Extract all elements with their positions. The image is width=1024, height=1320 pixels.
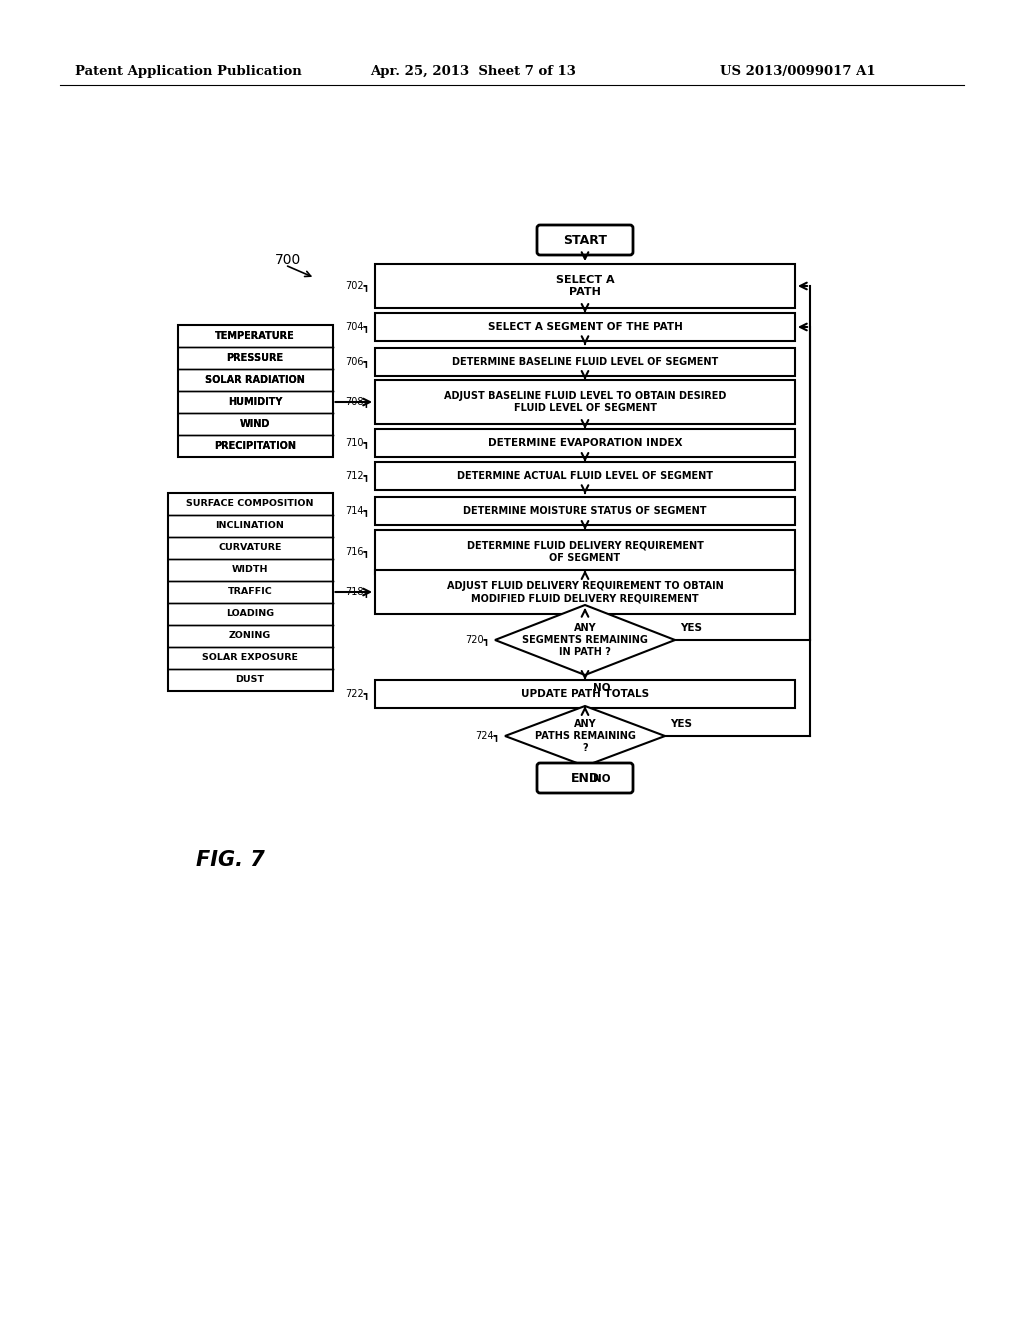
Text: END: END <box>570 771 600 784</box>
Text: LOADING: LOADING <box>226 610 274 619</box>
Text: DETERMINE FLUID DELIVERY REQUIREMENT
OF SEGMENT: DETERMINE FLUID DELIVERY REQUIREMENT OF … <box>467 541 703 564</box>
Text: SELECT A SEGMENT OF THE PATH: SELECT A SEGMENT OF THE PATH <box>487 322 682 333</box>
Text: DETERMINE EVAPORATION INDEX: DETERMINE EVAPORATION INDEX <box>487 438 682 447</box>
Polygon shape <box>495 605 675 675</box>
Text: TEMPERATURE: TEMPERATURE <box>215 331 295 341</box>
Bar <box>375 313 795 341</box>
Text: SOLAR EXPOSURE: SOLAR EXPOSURE <box>202 653 298 663</box>
Text: 722┓: 722┓ <box>345 689 370 700</box>
Text: SELECT A
PATH: SELECT A PATH <box>556 275 614 297</box>
Text: WIND: WIND <box>240 418 270 429</box>
Text: NO: NO <box>593 774 610 784</box>
Text: WIND: WIND <box>240 418 270 429</box>
Text: 708┓: 708┓ <box>346 396 370 408</box>
Bar <box>375 680 795 708</box>
Text: 718┓: 718┓ <box>346 586 370 598</box>
Text: ADJUST FLUID DELIVERY REQUIREMENT TO OBTAIN
MODIFIED FLUID DELIVERY REQUIREMENT: ADJUST FLUID DELIVERY REQUIREMENT TO OBT… <box>446 581 723 603</box>
Bar <box>375 570 795 614</box>
Bar <box>375 462 795 490</box>
Bar <box>375 380 795 424</box>
Text: PRESSURE: PRESSURE <box>226 352 284 363</box>
Text: TEMPERATURE: TEMPERATURE <box>215 331 295 341</box>
Text: DETERMINE BASELINE FLUID LEVEL OF SEGMENT: DETERMINE BASELINE FLUID LEVEL OF SEGMEN… <box>452 356 718 367</box>
Text: CURVATURE: CURVATURE <box>218 544 282 553</box>
Bar <box>177 325 333 457</box>
Text: TRAFFIC: TRAFFIC <box>227 587 272 597</box>
Text: Patent Application Publication: Patent Application Publication <box>75 66 302 78</box>
Text: US 2013/0099017 A1: US 2013/0099017 A1 <box>720 66 876 78</box>
Text: PRECIPITATION: PRECIPITATION <box>214 441 296 451</box>
Text: FIG. 7: FIG. 7 <box>196 850 264 870</box>
Text: 706┓: 706┓ <box>346 356 370 367</box>
Text: NO: NO <box>593 682 610 693</box>
Text: ADJUST BASELINE FLUID LEVEL TO OBTAIN DESIRED
FLUID LEVEL OF SEGMENT: ADJUST BASELINE FLUID LEVEL TO OBTAIN DE… <box>443 391 726 413</box>
Bar <box>375 531 795 574</box>
FancyBboxPatch shape <box>537 763 633 793</box>
Text: WIDTH: WIDTH <box>231 565 268 574</box>
Text: PRESSURE: PRESSURE <box>226 352 284 363</box>
Text: SOLAR RADIATION: SOLAR RADIATION <box>205 375 305 385</box>
Text: HUMIDITY: HUMIDITY <box>227 397 283 407</box>
Bar <box>375 498 795 525</box>
Text: 712┓: 712┓ <box>345 470 370 482</box>
Text: SOLAR RADIATION: SOLAR RADIATION <box>205 375 305 385</box>
Text: 710┓: 710┓ <box>346 437 370 449</box>
Text: SURFACE COMPOSITION: SURFACE COMPOSITION <box>186 499 313 508</box>
Text: YES: YES <box>670 719 692 729</box>
Text: PRECIPITATION: PRECIPITATION <box>214 441 296 451</box>
FancyBboxPatch shape <box>537 224 633 255</box>
Text: START: START <box>563 234 607 247</box>
Polygon shape <box>505 706 665 766</box>
Text: YES: YES <box>680 623 702 634</box>
Text: 714┓: 714┓ <box>346 506 370 516</box>
Bar <box>168 492 333 690</box>
Text: 720┓: 720┓ <box>466 635 490 645</box>
Text: UPDATE PATH TOTALS: UPDATE PATH TOTALS <box>521 689 649 700</box>
Text: DUST: DUST <box>236 676 264 685</box>
Text: ZONING: ZONING <box>229 631 271 640</box>
Text: HUMIDITY: HUMIDITY <box>227 397 283 407</box>
Text: ANY
PATHS REMAINING
?: ANY PATHS REMAINING ? <box>535 719 636 752</box>
Bar <box>375 348 795 376</box>
Text: INCLINATION: INCLINATION <box>216 521 285 531</box>
Bar <box>375 429 795 457</box>
Text: DETERMINE MOISTURE STATUS OF SEGMENT: DETERMINE MOISTURE STATUS OF SEGMENT <box>463 506 707 516</box>
Text: 700: 700 <box>275 253 301 267</box>
Text: DETERMINE ACTUAL FLUID LEVEL OF SEGMENT: DETERMINE ACTUAL FLUID LEVEL OF SEGMENT <box>457 471 713 480</box>
Text: 704┓: 704┓ <box>346 322 370 333</box>
Bar <box>375 264 795 308</box>
Text: 724┓: 724┓ <box>475 730 500 742</box>
Text: 702┓: 702┓ <box>345 281 370 292</box>
Text: 716┓: 716┓ <box>346 546 370 557</box>
Text: ANY
SEGMENTS REMAINING
IN PATH ?: ANY SEGMENTS REMAINING IN PATH ? <box>522 623 648 656</box>
Text: Apr. 25, 2013  Sheet 7 of 13: Apr. 25, 2013 Sheet 7 of 13 <box>370 66 575 78</box>
